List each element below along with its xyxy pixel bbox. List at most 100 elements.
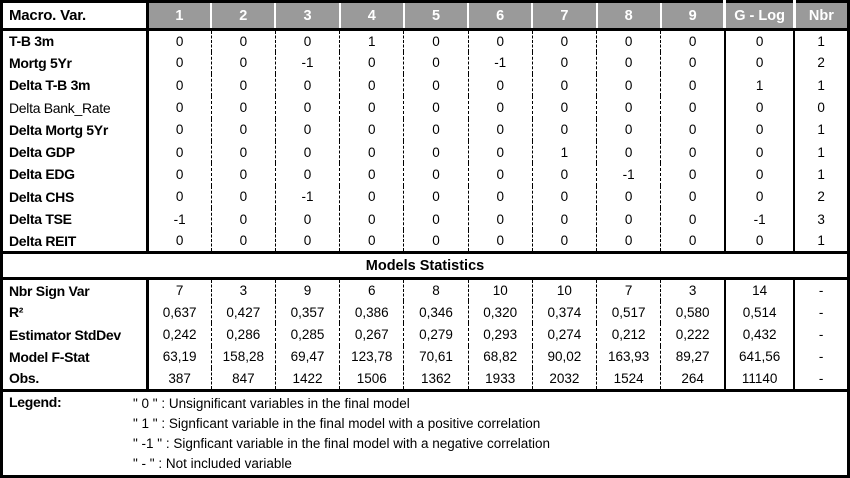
model-8-cell: 1524 bbox=[596, 368, 661, 391]
row-label: Delta REIT bbox=[1, 230, 149, 253]
model-1-cell: 7 bbox=[175, 283, 184, 299]
model-2-cell: 0 bbox=[210, 51, 276, 75]
header-macro-var-label: Macro. Var. bbox=[1, 1, 149, 31]
model-1-cell: 0 bbox=[175, 166, 184, 182]
legend-lines: " 0 " : Unsignificant variables in the f… bbox=[133, 393, 550, 473]
model-2-cell: 0 bbox=[210, 96, 276, 119]
g-log-cell: 0 bbox=[723, 118, 795, 141]
model-8-cell: 0,212 bbox=[596, 323, 661, 346]
model-4-cell: 0 bbox=[339, 207, 404, 231]
model-2-cell: 158,28 bbox=[210, 345, 276, 369]
model-7-cell: 0 bbox=[531, 74, 597, 97]
model-4-cell: 0 bbox=[339, 185, 404, 208]
model-7-cell: 0 bbox=[531, 96, 597, 119]
nbr-cell: 1 bbox=[793, 118, 849, 141]
model-8-cell: 0 bbox=[596, 29, 661, 52]
model-9-cell: 0 bbox=[660, 140, 725, 164]
g-log-cell: 0 bbox=[723, 185, 795, 208]
nbr-cell: - bbox=[793, 345, 849, 369]
model-5-cell: 0 bbox=[403, 29, 469, 52]
row-label: Delta TSE bbox=[1, 207, 149, 231]
model-3-cell: 0 bbox=[274, 74, 340, 97]
macro-variable-row: Delta TSE -1 0 0 0 0 0 0 0 0 -1 3 bbox=[1, 207, 849, 231]
model-9-cell: 89,27 bbox=[660, 345, 725, 369]
model-9-cell: 0 bbox=[660, 185, 725, 208]
model-7-cell: 0,274 bbox=[531, 323, 597, 346]
nbr-cell: 2 bbox=[793, 51, 849, 75]
model-6-cell: 10 bbox=[467, 278, 533, 302]
model-7-cell: 0 bbox=[531, 185, 597, 208]
model-5-cell: 70,61 bbox=[403, 345, 469, 369]
model-2-cell: 0 bbox=[210, 230, 276, 253]
model-1-cell: 0 bbox=[175, 77, 184, 93]
g-log-cell: 0 bbox=[723, 140, 795, 164]
model-3-cell: 0 bbox=[274, 29, 340, 52]
nbr-cell: - bbox=[793, 368, 849, 391]
nbr-cell: - bbox=[793, 323, 849, 346]
model-5-cell: 0 bbox=[403, 163, 469, 186]
model-1-cell: 387 bbox=[168, 370, 191, 386]
model-8-cell: 163,93 bbox=[596, 345, 661, 369]
model-6-cell: 0 bbox=[467, 29, 533, 52]
header-model-5: 5 bbox=[402, 1, 469, 31]
nbr-cell: 3 bbox=[793, 207, 849, 231]
model-9-cell: 3 bbox=[660, 278, 725, 302]
model-9-cell: 0 bbox=[660, 207, 725, 231]
model-6-cell: 0 bbox=[467, 74, 533, 97]
model-1-cell: 0 bbox=[175, 55, 184, 71]
row-label: Delta T-B 3m bbox=[1, 74, 149, 97]
model-5-cell: 0,346 bbox=[403, 301, 469, 324]
model-1-cell: 0 bbox=[175, 144, 184, 160]
model-7-cell: 0 bbox=[531, 207, 597, 231]
model-8-cell: 0 bbox=[596, 207, 661, 231]
row-label: Mortg 5Yr bbox=[1, 51, 149, 75]
macro-variable-row: Delta EDG 0 0 0 0 0 0 0 -1 0 0 1 bbox=[1, 163, 849, 186]
model-7-cell: 0 bbox=[531, 51, 597, 75]
model-5-cell: 0 bbox=[403, 230, 469, 253]
model-1-cell: 0 bbox=[175, 233, 184, 249]
model-6-cell: 0 bbox=[467, 96, 533, 119]
model-6-cell: 0,293 bbox=[467, 323, 533, 346]
legend-line: " 0 " : Unsignificant variables in the f… bbox=[133, 395, 410, 411]
model-4-cell: 1 bbox=[339, 29, 404, 52]
row-label: Nbr Sign Var bbox=[1, 278, 149, 302]
model-4-cell: 0 bbox=[339, 163, 404, 186]
g-log-cell: 0 bbox=[723, 29, 795, 52]
model-2-cell: 3 bbox=[210, 278, 276, 302]
model-3-cell: 0 bbox=[274, 96, 340, 119]
g-log-cell: 0 bbox=[723, 163, 795, 186]
model-4-cell: 0 bbox=[339, 51, 404, 75]
g-log-cell: 1 bbox=[723, 74, 795, 97]
g-log-cell: 0 bbox=[723, 96, 795, 119]
statistic-row: Model F-Stat 63,19 158,28 69,47 123,78 70,61 6… bbox=[1, 345, 849, 369]
model-4-cell: 0 bbox=[339, 118, 404, 141]
model-3-cell: 9 bbox=[274, 278, 340, 302]
model-6-cell: 0 bbox=[467, 207, 533, 231]
nbr-cell: - bbox=[793, 301, 849, 324]
legend-row: Legend: " 0 " : Unsignificant variables … bbox=[1, 388, 849, 477]
model-2-cell: 0 bbox=[210, 118, 276, 141]
model-9-cell: 0 bbox=[660, 29, 725, 52]
stats-banner-row: Models Statistics bbox=[1, 250, 849, 281]
nbr-cell: 0 bbox=[793, 96, 849, 119]
model-1-cell: 0 bbox=[175, 189, 184, 205]
model-9-cell: 0 bbox=[660, 96, 725, 119]
model-2-cell: 0,286 bbox=[210, 323, 276, 346]
model-4-cell: 0,267 bbox=[339, 323, 404, 346]
stats-banner-body: Models Statistics bbox=[1, 250, 849, 281]
model-3-cell: 0 bbox=[274, 230, 340, 253]
row-label: Delta Mortg 5Yr bbox=[1, 118, 149, 141]
model-7-cell: 0 bbox=[531, 163, 597, 186]
nbr-cell: 1 bbox=[793, 29, 849, 52]
model-6-cell: -1 bbox=[467, 51, 533, 75]
row-label: T-B 3m bbox=[1, 29, 149, 52]
model-5-cell: 0,279 bbox=[403, 323, 469, 346]
model-8-cell: -1 bbox=[596, 163, 661, 186]
row-label: Model F-Stat bbox=[1, 345, 149, 369]
row-label: Delta GDP bbox=[1, 140, 149, 164]
model-7-cell: 10 bbox=[531, 278, 597, 302]
model-2-cell: 0 bbox=[210, 207, 276, 231]
row-label: Delta Bank_Rate bbox=[1, 96, 149, 119]
model-9-cell: 0 bbox=[660, 230, 725, 253]
